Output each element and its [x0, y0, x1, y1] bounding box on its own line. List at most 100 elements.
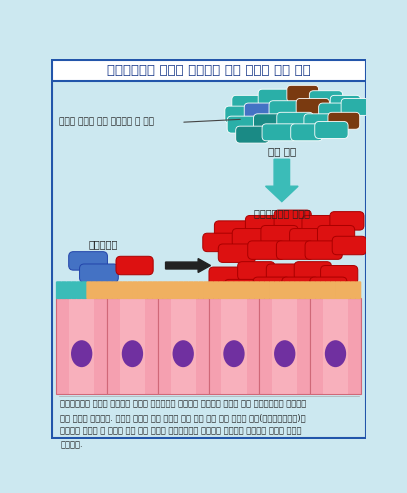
FancyBboxPatch shape	[296, 99, 330, 115]
FancyBboxPatch shape	[332, 236, 366, 255]
FancyBboxPatch shape	[208, 281, 214, 299]
FancyBboxPatch shape	[274, 210, 311, 229]
FancyBboxPatch shape	[269, 101, 306, 118]
FancyBboxPatch shape	[321, 266, 358, 284]
FancyBboxPatch shape	[66, 281, 72, 299]
Bar	[56, 298, 361, 394]
FancyBboxPatch shape	[244, 103, 279, 120]
FancyBboxPatch shape	[304, 114, 337, 131]
FancyBboxPatch shape	[81, 281, 87, 299]
FancyBboxPatch shape	[56, 281, 62, 299]
FancyBboxPatch shape	[254, 281, 260, 299]
FancyBboxPatch shape	[302, 215, 339, 234]
FancyBboxPatch shape	[213, 281, 219, 299]
FancyBboxPatch shape	[320, 281, 326, 299]
Bar	[221, 298, 247, 394]
FancyBboxPatch shape	[76, 281, 82, 299]
FancyBboxPatch shape	[127, 281, 133, 299]
Bar	[171, 298, 196, 394]
FancyBboxPatch shape	[274, 281, 280, 299]
FancyBboxPatch shape	[279, 281, 285, 299]
FancyBboxPatch shape	[239, 281, 245, 299]
FancyBboxPatch shape	[262, 124, 297, 141]
FancyBboxPatch shape	[291, 124, 322, 141]
Bar	[120, 298, 145, 394]
FancyBboxPatch shape	[162, 281, 168, 299]
FancyBboxPatch shape	[122, 281, 128, 299]
FancyBboxPatch shape	[236, 126, 269, 143]
FancyBboxPatch shape	[330, 281, 336, 299]
FancyBboxPatch shape	[330, 95, 361, 112]
FancyBboxPatch shape	[269, 281, 275, 299]
FancyBboxPatch shape	[147, 281, 153, 299]
FancyBboxPatch shape	[152, 281, 158, 299]
FancyBboxPatch shape	[117, 281, 123, 299]
FancyBboxPatch shape	[116, 256, 153, 275]
Bar	[208, 298, 259, 394]
FancyBboxPatch shape	[284, 281, 290, 299]
FancyBboxPatch shape	[225, 280, 262, 298]
Text: 클로스트리듐 디피실 감염증은 항생제 부작용으로 장내에서 항생제에 내성이 있는 클로스트리듐 디피실이
이상 증식해 발생한다. 건강한 사람의 분변 이: 클로스트리듐 디피실 감염증은 항생제 부작용으로 장내에서 항생제에 내성이 …	[60, 399, 306, 449]
FancyBboxPatch shape	[79, 264, 118, 282]
Ellipse shape	[71, 340, 92, 367]
FancyBboxPatch shape	[310, 277, 347, 295]
FancyBboxPatch shape	[178, 281, 184, 299]
FancyBboxPatch shape	[168, 281, 173, 299]
FancyBboxPatch shape	[248, 241, 285, 259]
FancyBboxPatch shape	[294, 262, 331, 280]
FancyBboxPatch shape	[203, 233, 240, 251]
FancyBboxPatch shape	[319, 103, 354, 120]
FancyBboxPatch shape	[325, 281, 331, 299]
FancyBboxPatch shape	[92, 281, 97, 299]
FancyBboxPatch shape	[330, 211, 364, 230]
FancyArrow shape	[265, 159, 298, 202]
FancyBboxPatch shape	[188, 281, 194, 299]
FancyBboxPatch shape	[107, 281, 113, 299]
FancyBboxPatch shape	[245, 215, 282, 234]
FancyBboxPatch shape	[304, 281, 311, 299]
Bar	[259, 298, 310, 394]
FancyBboxPatch shape	[282, 277, 319, 295]
FancyBboxPatch shape	[345, 281, 351, 299]
FancyBboxPatch shape	[341, 99, 370, 115]
FancyBboxPatch shape	[328, 112, 360, 129]
FancyBboxPatch shape	[340, 281, 346, 299]
FancyBboxPatch shape	[289, 229, 327, 247]
FancyBboxPatch shape	[102, 281, 107, 299]
FancyBboxPatch shape	[183, 281, 189, 299]
FancyBboxPatch shape	[309, 91, 343, 107]
Ellipse shape	[173, 340, 194, 367]
Bar	[158, 298, 208, 394]
FancyBboxPatch shape	[214, 221, 252, 239]
Bar	[107, 298, 158, 394]
Text: 건강한 사람의 장내 미생물이 든 분변: 건강한 사람의 장내 미생물이 든 분변	[59, 118, 153, 127]
FancyBboxPatch shape	[142, 281, 148, 299]
Ellipse shape	[274, 340, 295, 367]
FancyBboxPatch shape	[86, 281, 92, 299]
FancyBboxPatch shape	[173, 281, 179, 299]
FancyBboxPatch shape	[223, 281, 229, 299]
FancyBboxPatch shape	[225, 106, 257, 123]
FancyBboxPatch shape	[287, 85, 319, 102]
FancyBboxPatch shape	[193, 281, 199, 299]
FancyBboxPatch shape	[132, 281, 138, 299]
FancyBboxPatch shape	[259, 281, 265, 299]
FancyBboxPatch shape	[253, 277, 290, 295]
FancyBboxPatch shape	[244, 281, 249, 299]
FancyBboxPatch shape	[198, 281, 204, 299]
Bar	[323, 298, 348, 394]
FancyBboxPatch shape	[61, 281, 67, 299]
FancyBboxPatch shape	[315, 122, 348, 139]
FancyBboxPatch shape	[261, 225, 298, 244]
Bar	[69, 298, 94, 394]
FancyBboxPatch shape	[234, 281, 239, 299]
FancyBboxPatch shape	[238, 262, 275, 280]
FancyBboxPatch shape	[258, 89, 293, 106]
FancyBboxPatch shape	[317, 225, 354, 244]
FancyBboxPatch shape	[232, 229, 269, 247]
FancyBboxPatch shape	[203, 281, 209, 299]
FancyBboxPatch shape	[69, 251, 107, 270]
FancyBboxPatch shape	[300, 281, 306, 299]
Ellipse shape	[325, 340, 346, 367]
FancyBboxPatch shape	[96, 281, 103, 299]
